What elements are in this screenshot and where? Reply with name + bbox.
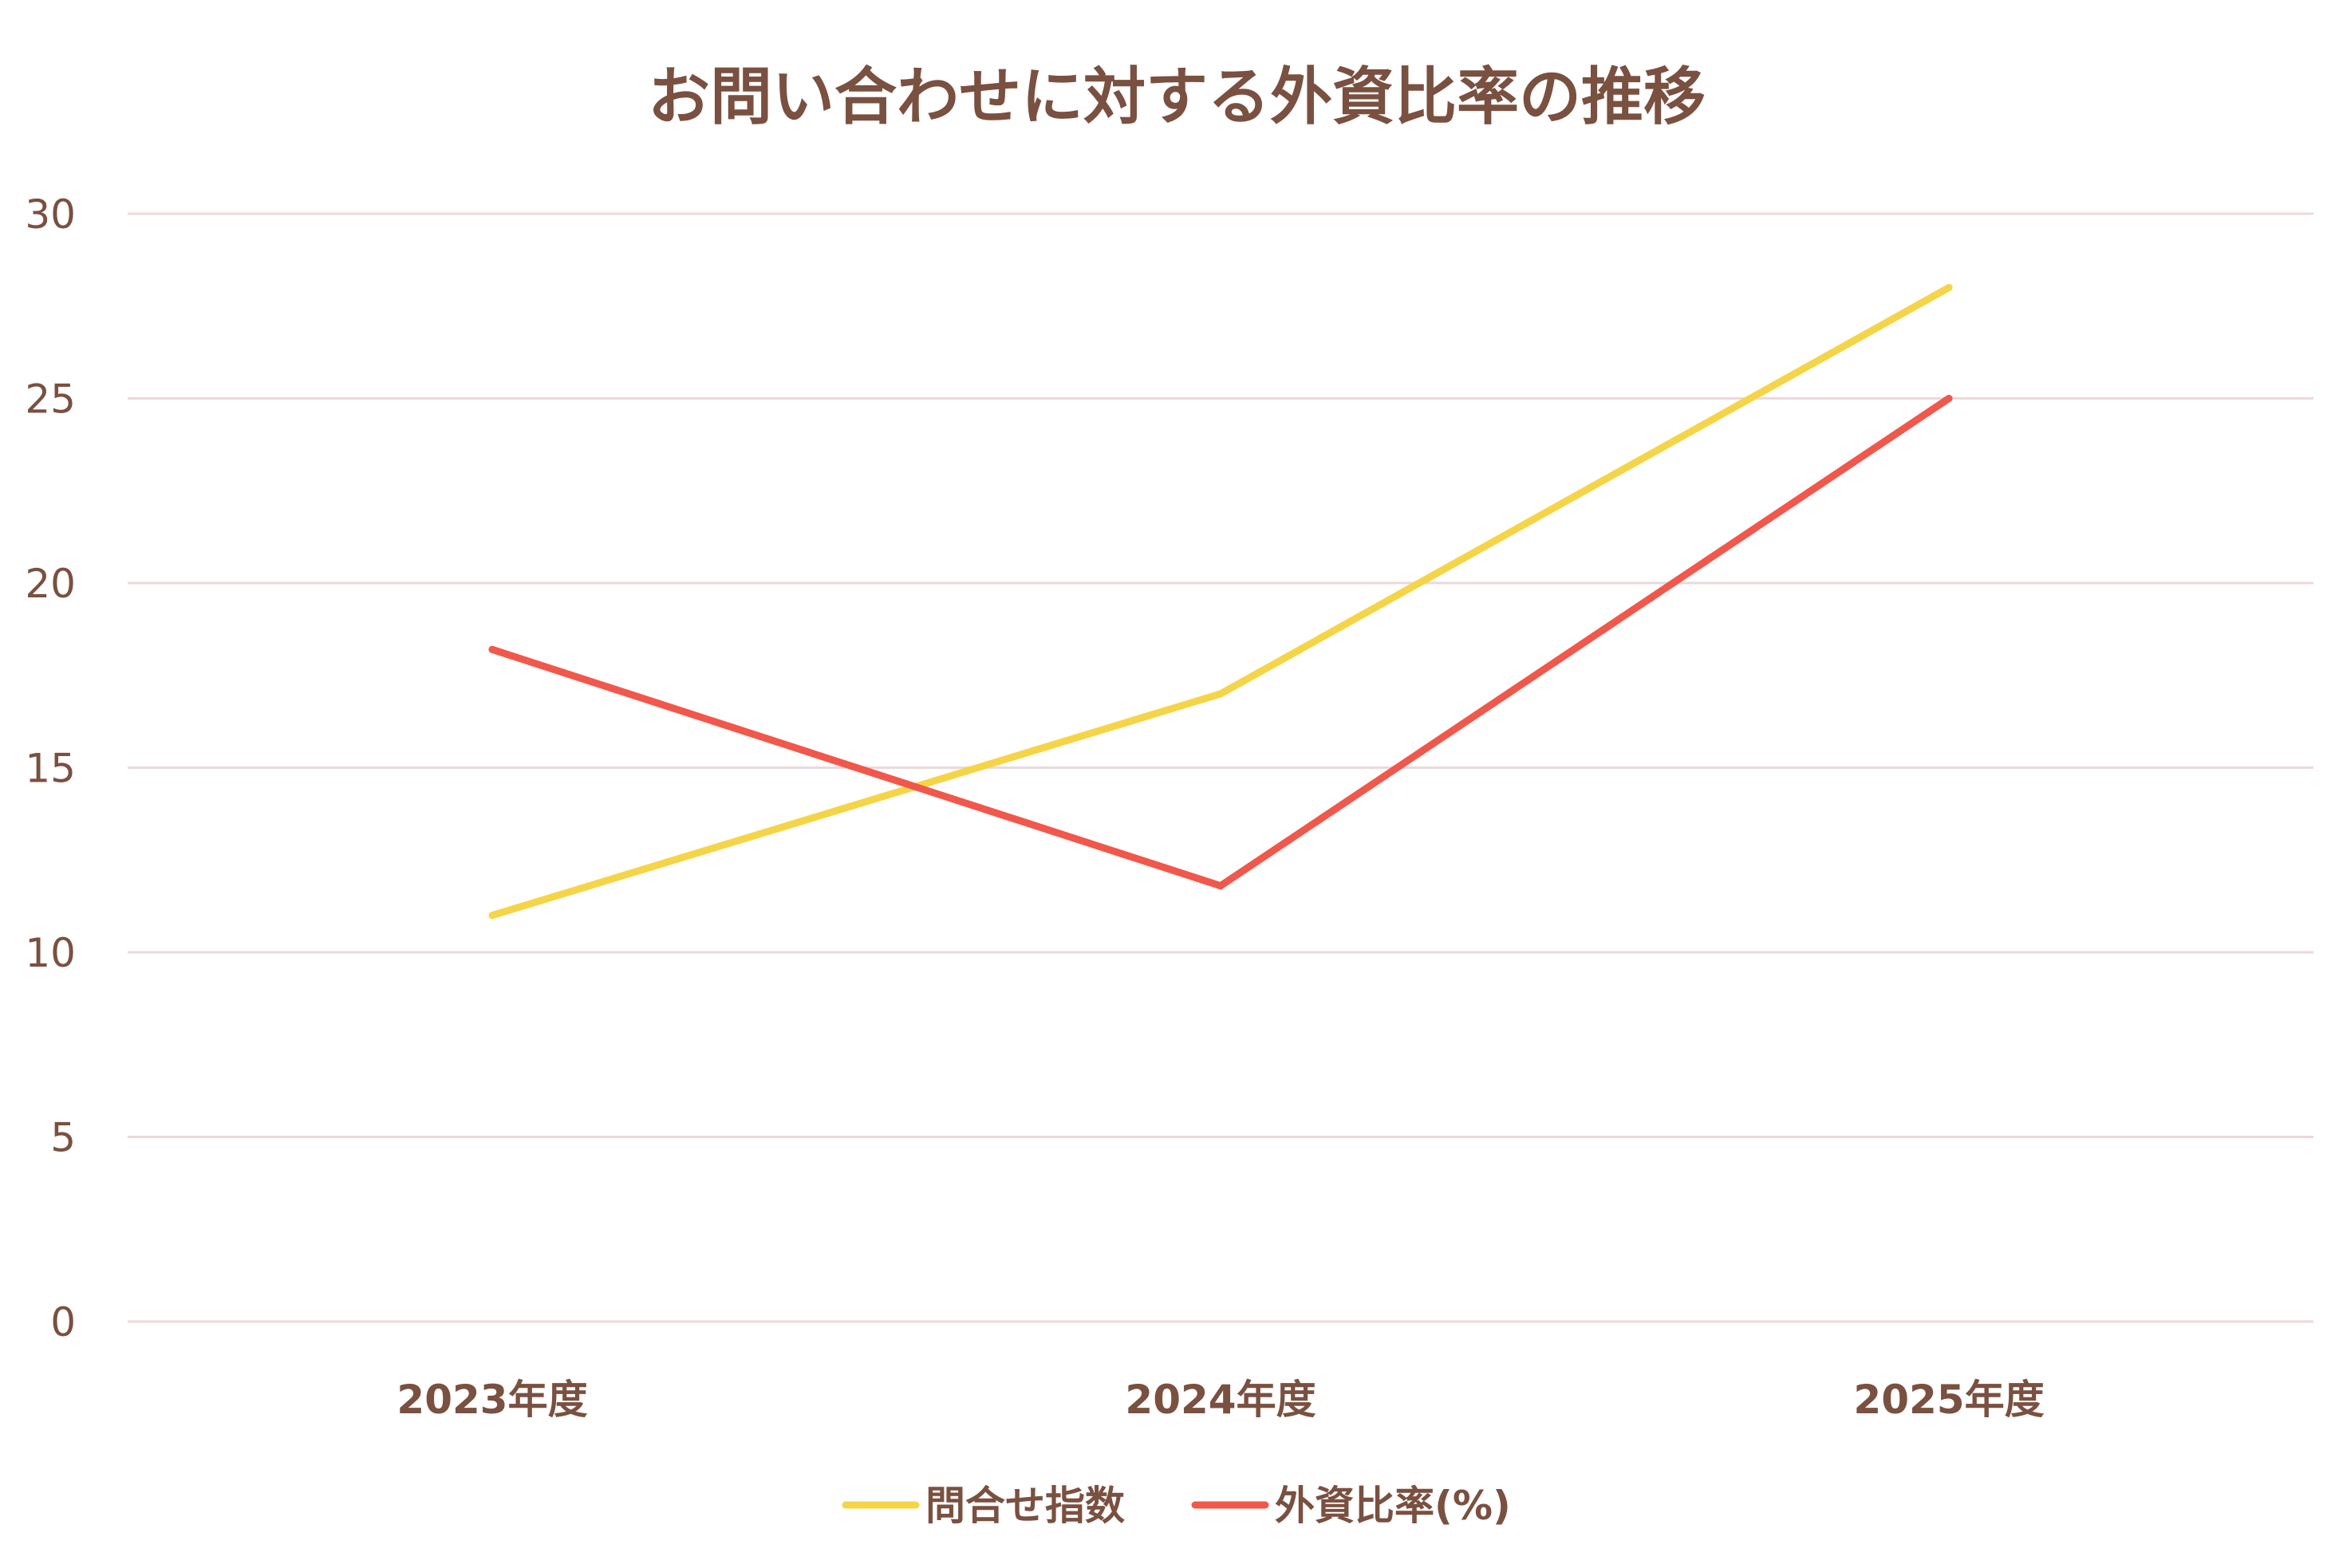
y-axis-ticks: 0 5 10 15 20 25 30 <box>25 191 76 1345</box>
legend-label: 問合せ指数 <box>925 1483 1125 1529</box>
x-tick-label: 2023年度 <box>396 1377 587 1423</box>
x-tick-label: 2024年度 <box>1125 1377 1316 1423</box>
series-line-1 <box>488 284 1953 920</box>
y-tick-label: 30 <box>25 191 76 238</box>
x-axis-ticks: 2023年度 2024年度 2025年度 <box>396 1377 2044 1423</box>
series-line-2 <box>488 395 1953 890</box>
chart-title: お問い合わせに対する外資比率の推移 <box>648 61 1706 133</box>
legend-label: 外資比率(%) <box>1275 1483 1511 1529</box>
legend: 問合せ指数 外資比率(%) <box>842 1483 1511 1529</box>
data-point <box>1945 395 1953 402</box>
data-point <box>488 645 496 653</box>
y-tick-label: 0 <box>50 1299 76 1345</box>
series-lines <box>488 284 1953 920</box>
x-tick-label: 2025年度 <box>1853 1377 2044 1423</box>
y-tick-label: 15 <box>25 746 76 792</box>
y-tick-label: 5 <box>50 1115 76 1161</box>
data-point <box>1945 284 1953 292</box>
gridlines <box>128 212 2314 1323</box>
y-tick-label: 25 <box>25 376 76 423</box>
y-tick-label: 10 <box>25 930 76 976</box>
data-point <box>1217 690 1225 698</box>
data-point <box>1217 882 1225 890</box>
data-point <box>488 912 496 920</box>
y-tick-label: 20 <box>25 561 76 607</box>
